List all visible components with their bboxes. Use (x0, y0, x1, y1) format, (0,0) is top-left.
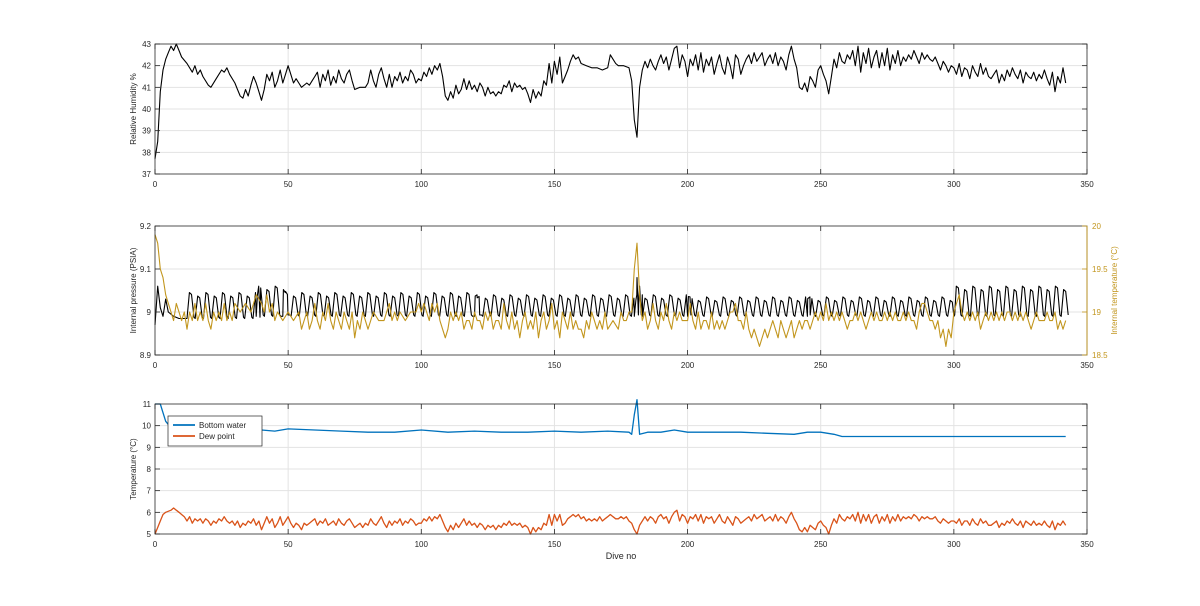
plot-area (155, 226, 1087, 355)
x-tick-label: 50 (284, 540, 293, 549)
y2-tick-label: 20 (1092, 222, 1101, 231)
y-tick-label: 43 (142, 40, 151, 49)
y-tick-label: 7 (147, 487, 152, 496)
y-tick-label: 9 (147, 308, 152, 317)
y-tick-label: 6 (147, 508, 152, 517)
legend-label-bottom-water: Bottom water (199, 421, 246, 430)
y-tick-label: 9 (147, 443, 152, 452)
x-tick-label: 150 (548, 180, 562, 189)
chart-panel-2: 0 50 100 150 200 250 300 350 8.9 9 9.1 9.2 18.5 19 19.… (129, 222, 1119, 370)
x-tick-label: 150 (548, 361, 562, 370)
y-tick-label: 9.1 (140, 265, 152, 274)
chart-panel-1: 0 50 100 150 200 250 300 350 37 38 39 40 41 42 43 Relat… (129, 40, 1094, 189)
x-tick-label: 300 (947, 180, 961, 189)
y-tick-label: 5 (147, 530, 152, 539)
legend-box (167, 415, 263, 447)
y-axis-label: Relative Humidity % (129, 73, 138, 145)
y-tick-label: 42 (142, 62, 151, 71)
x-tick-label: 200 (681, 361, 695, 370)
x-tick-label: 0 (153, 361, 158, 370)
x-tick-label: 100 (415, 180, 429, 189)
y-tick-label: 10 (142, 422, 151, 431)
x-tick-label: 250 (814, 180, 828, 189)
y-tick-label: 41 (142, 83, 151, 92)
x-tick-label: 100 (415, 540, 429, 549)
series-dew-point (154, 507, 1067, 535)
y2-tick-label: 18.5 (1092, 351, 1108, 360)
chart-panel-3: 0 50 100 150 200 250 300 350 5 6 7 8 9 10 11 Temperatur… (129, 399, 1094, 561)
x-tick-label: 350 (1080, 540, 1094, 549)
y2-tick-label: 19 (1092, 308, 1101, 317)
legend-label-dew-point: Dew point (199, 432, 235, 441)
x-tick-label: 50 (284, 180, 293, 189)
x-tick-label: 250 (814, 540, 828, 549)
x-tick-label: 200 (681, 180, 695, 189)
y-axis-label: Internal pressure (PSIA) (129, 247, 138, 333)
y-tick-label: 8.9 (140, 351, 152, 360)
series-line-2-2 (154, 234, 1067, 347)
y-tick-label: 9.2 (140, 222, 152, 231)
y-tick-label: 11 (143, 400, 152, 409)
y2-tick-label: 19.5 (1092, 265, 1108, 274)
y-tick-label: 40 (142, 105, 151, 114)
x-tick-label: 350 (1080, 361, 1094, 370)
legend: Bottom water Dew point (167, 415, 263, 447)
x-tick-label: 300 (947, 361, 961, 370)
x-axis-label: Dive no (606, 551, 637, 561)
y2-axis-label: Internal temperature (°C) (1110, 246, 1119, 335)
y-tick-label: 37 (142, 170, 151, 179)
x-tick-label: 100 (415, 361, 429, 370)
x-tick-label: 250 (814, 361, 828, 370)
y-tick-label: 39 (142, 127, 151, 136)
series-line-1-1 (154, 43, 1067, 159)
y-axis-label: Temperature (°C) (129, 438, 138, 500)
y-tick-label: 38 (142, 148, 151, 157)
x-tick-label: 150 (548, 540, 562, 549)
x-tick-label: 350 (1080, 180, 1094, 189)
y-tick-label: 8 (147, 465, 152, 474)
x-tick-label: 50 (284, 361, 293, 370)
x-tick-label: 0 (153, 540, 158, 549)
x-tick-label: 300 (947, 540, 961, 549)
x-tick-label: 200 (681, 540, 695, 549)
x-tick-label: 0 (153, 180, 158, 189)
